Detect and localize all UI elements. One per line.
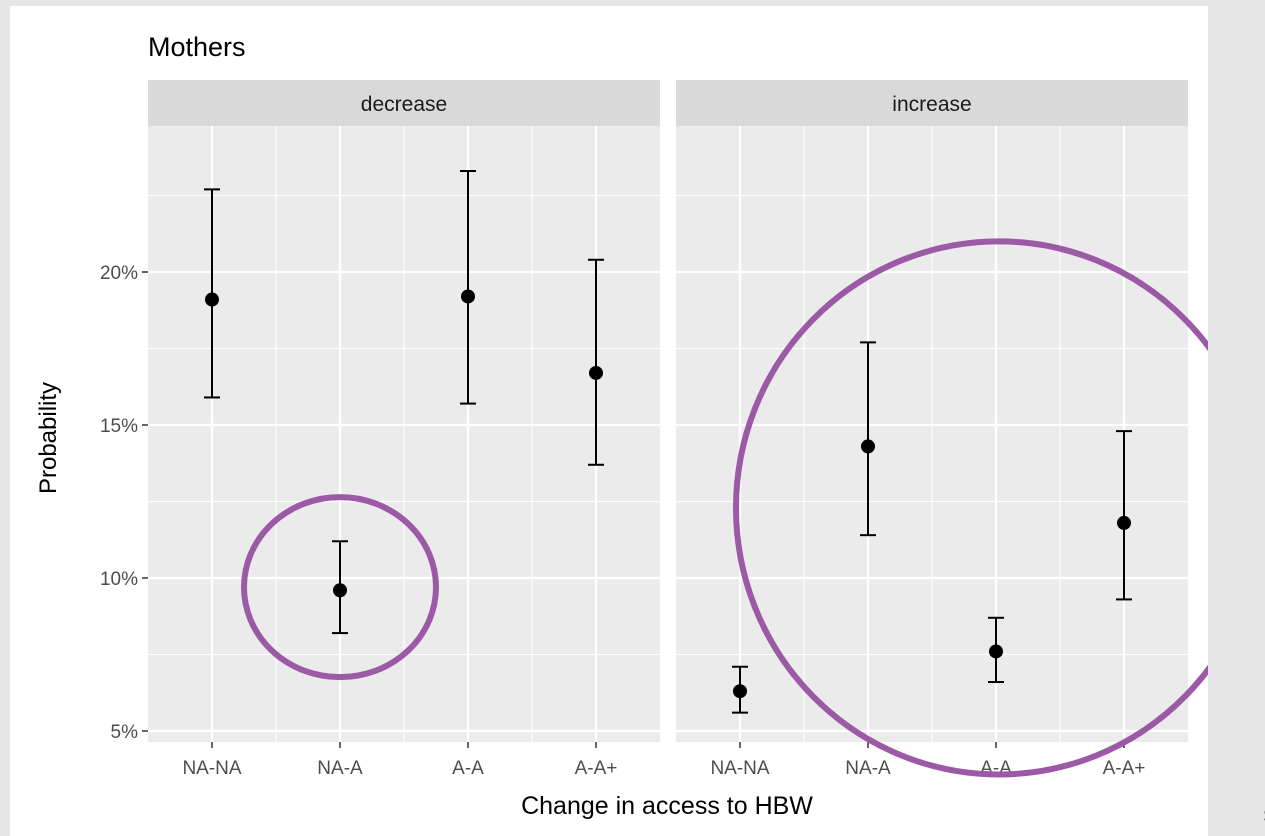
- x-tick-label: NA-A: [845, 758, 891, 779]
- data-point: [989, 644, 1003, 659]
- x-tick-label: A-A+: [575, 758, 618, 779]
- chart-title: Mothers: [148, 32, 246, 62]
- x-tick-label: NA-A: [317, 758, 363, 779]
- data-point: [1117, 515, 1131, 530]
- facet-strip: [676, 80, 1188, 126]
- highlight-ellipse-increase: [733, 238, 1208, 778]
- data-point: [733, 684, 747, 699]
- error-bar: [588, 258, 604, 466]
- y-axis: 5% 10% 15% 20%: [100, 263, 148, 743]
- error-bar: [860, 341, 876, 537]
- y-tick-label: 10%: [100, 569, 138, 590]
- chart-figure: Mothers decrease increase 5% 10% 15% 20% NA-…: [10, 6, 1265, 836]
- x-tick-label: A-A+: [1103, 758, 1146, 779]
- chart-svg: Mothers decrease increase 5% 10% 15% 20% NA-…: [35, 32, 1208, 820]
- y-tick-label: 15%: [100, 416, 138, 437]
- x-axis: NA-NA NA-A A-A A-A+ NA-NA NA-A A-A A-A+: [182, 742, 1145, 779]
- x-tick-label: NA-NA: [710, 758, 769, 779]
- facet-strip: [148, 80, 660, 126]
- data-point: [461, 289, 475, 304]
- facet-panel-decrease: decrease: [148, 80, 660, 742]
- y-tick-label: 5%: [111, 722, 139, 743]
- error-bar: [1116, 430, 1132, 601]
- facet-strip-label: increase: [892, 93, 971, 116]
- data-point: [861, 439, 875, 454]
- facet-strip-label: decrease: [361, 93, 447, 116]
- x-tick-label: NA-NA: [182, 758, 241, 779]
- error-bar: [460, 170, 476, 405]
- x-axis-label: Change in access to HBW: [521, 792, 813, 820]
- facet-panel-increase: increase: [676, 80, 1188, 742]
- highlight-ellipse-decrease: [241, 494, 439, 681]
- y-axis-label: Probability: [35, 382, 62, 494]
- data-point: [589, 365, 603, 380]
- x-tick-label: A-A: [452, 758, 484, 779]
- highlight-ellipses: [241, 238, 1208, 778]
- facet-panels: decrease increase: [148, 80, 1188, 742]
- data-point: [205, 292, 219, 307]
- data-point: [333, 583, 347, 598]
- cropped-edge-text: S: [1263, 806, 1265, 827]
- y-tick-label: 20%: [100, 263, 138, 284]
